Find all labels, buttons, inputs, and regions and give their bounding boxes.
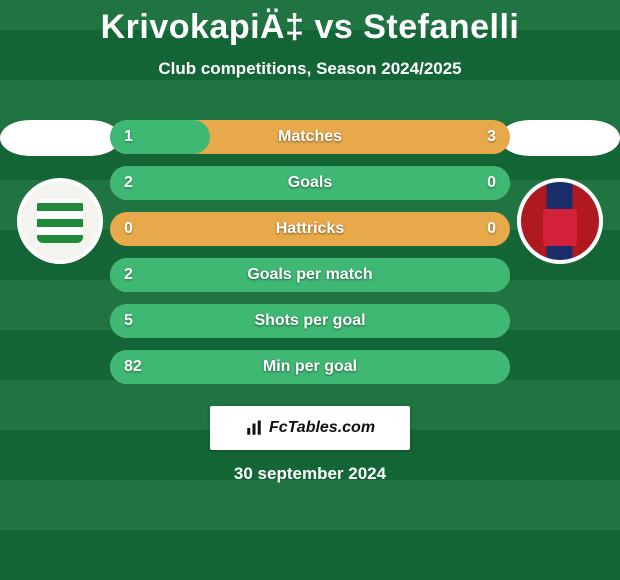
attribution-text: FcTables.com bbox=[269, 419, 375, 437]
stat-row: 0Hattricks0 bbox=[110, 212, 510, 246]
subtitle: Club competitions, Season 2024/2025 bbox=[0, 59, 620, 79]
player-right bbox=[500, 120, 620, 264]
stat-fill-left bbox=[110, 166, 510, 200]
club-badge-left bbox=[17, 178, 103, 264]
stats-icon bbox=[245, 419, 263, 437]
comparison-chart: 1Matches3 2Goals0 0Hattricks0 2Goals per ma… bbox=[110, 120, 510, 396]
page-title: KrivokapiÄ‡ vs Stefanelli bbox=[0, 0, 620, 47]
stat-fill-left bbox=[110, 120, 210, 154]
player-right-silhouette bbox=[500, 120, 620, 156]
date-text: 30 september 2024 bbox=[0, 464, 620, 484]
stat-row: 2Goals per match bbox=[110, 258, 510, 292]
stat-row: 1Matches3 bbox=[110, 120, 510, 154]
stat-row: 82Min per goal bbox=[110, 350, 510, 384]
stat-row: 2Goals0 bbox=[110, 166, 510, 200]
player-left-silhouette bbox=[0, 120, 120, 156]
stat-row: 5Shots per goal bbox=[110, 304, 510, 338]
stat-fill-left bbox=[110, 350, 510, 384]
stat-track bbox=[110, 212, 510, 246]
club-badge-right bbox=[517, 178, 603, 264]
stat-fill-left bbox=[110, 258, 510, 292]
attribution-badge: FcTables.com bbox=[210, 406, 410, 450]
player-left bbox=[0, 120, 120, 264]
stat-fill-left bbox=[110, 304, 510, 338]
